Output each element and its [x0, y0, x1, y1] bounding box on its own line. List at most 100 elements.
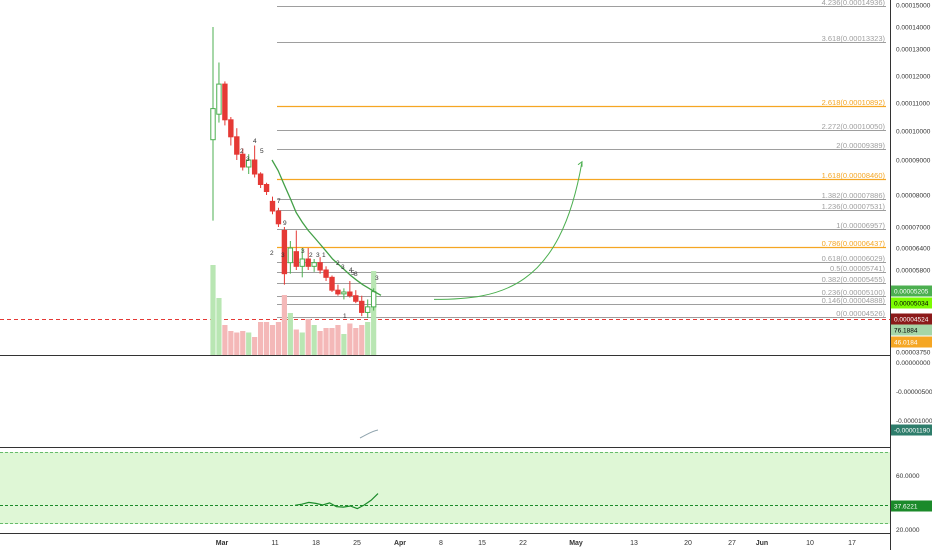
- price-tag-label: 46.0184: [894, 340, 918, 347]
- candle-body: [222, 83, 228, 121]
- volume-bar: [323, 328, 329, 355]
- price-axis-tick-label: 0.00009000: [896, 158, 931, 165]
- rsi-background: [0, 452, 890, 524]
- price-tag: [891, 297, 932, 309]
- oscillator-line: [359, 429, 379, 439]
- fib-level-label: 0.618(0.00006029): [822, 254, 886, 263]
- oscillator-axis-tick-label: -0.00000500: [896, 389, 932, 396]
- volume-bar: [365, 322, 371, 355]
- sequential-count: 3: [341, 264, 345, 271]
- sequential-count: 1: [322, 252, 326, 259]
- time-axis-tick-label: May: [569, 540, 583, 547]
- price-axis-tick-label: 0.00012000: [896, 74, 931, 81]
- time-axis-tick-label: 11: [271, 540, 278, 547]
- time-axis-tick-label: 8: [439, 540, 443, 547]
- price-axis-tick-label: 0.00014000: [896, 25, 931, 32]
- candle-body: [263, 184, 270, 192]
- oscillator-axis-tick-label: 0.00000000: [896, 360, 931, 367]
- time-axis-tick-label: 20: [684, 540, 692, 547]
- time-axis-tick-label: 10: [806, 540, 814, 547]
- rsi-value-tag: [891, 500, 932, 512]
- sequential-count: 1: [343, 313, 347, 320]
- time-axis-tick-label: 15: [478, 540, 486, 547]
- sequential-count: 5: [351, 270, 355, 277]
- candle-body: [359, 300, 365, 313]
- rsi-line: [294, 493, 379, 510]
- candle-body: [335, 289, 341, 295]
- candle-body: [329, 276, 335, 291]
- fib-level-label: 0.5(0.00005741): [830, 264, 886, 273]
- candle-body: [287, 247, 294, 264]
- sequential-count: 2: [309, 252, 313, 259]
- sequential-count: 3: [301, 248, 305, 255]
- sequential-count: 2: [270, 250, 274, 257]
- fib-level-label: 0.382(0.00005455): [822, 275, 886, 284]
- volume-bar: [240, 331, 246, 355]
- volume-bar: [347, 323, 353, 355]
- candle-body: [228, 119, 234, 138]
- volume-bar: [252, 337, 258, 355]
- fib-level-label: 4.236(0.00014936): [822, 0, 886, 7]
- fib-level-label: 1.236(0.00007531): [822, 202, 886, 211]
- rsi-axis-tick-label: 60.0000: [896, 473, 920, 480]
- candle-body: [299, 258, 305, 267]
- fib-level-label: 0.786(0.00006437): [822, 239, 886, 248]
- oscillator-axis-tick-label: -0.00001000: [896, 418, 932, 425]
- volume-bar: [275, 322, 282, 355]
- price-tag: [891, 336, 932, 348]
- candle-body: [269, 200, 276, 212]
- oscillator-value-tag: [891, 424, 932, 436]
- volume-bar: [269, 325, 276, 355]
- axis-frame: [0, 0, 891, 550]
- sequential-count: 2: [336, 260, 340, 267]
- volume-bar: [234, 332, 240, 355]
- time-axis-tick-label: Apr: [394, 540, 406, 547]
- time-axis-tick-label: 17: [848, 540, 856, 547]
- oscillator-value-tag-label: -0.00001190: [894, 428, 930, 435]
- fib-level-label: 1.382(0.00007886): [822, 191, 886, 200]
- rsi-value-tag-label: 37.6221: [894, 504, 918, 511]
- sequential-count: 3: [281, 252, 285, 259]
- candle-body: [246, 159, 252, 168]
- volume-bar: [341, 334, 347, 355]
- volume-bar: [210, 265, 216, 355]
- volume-bar: [311, 325, 317, 355]
- projection-arrowhead: [577, 160, 583, 167]
- sequential-count: 9: [283, 220, 287, 227]
- sequential-count: 4: [349, 267, 353, 274]
- price-axis-tick-label: 0.00007000: [896, 225, 931, 232]
- fib-level-label: 0(0.00004526): [836, 309, 885, 318]
- fib-level-label: 0.236(0.00005100): [822, 288, 886, 297]
- candle-body: [293, 251, 300, 267]
- fib-level-label: 2.272(0.00010050): [822, 122, 886, 131]
- fib-level-label: 2.618(0.00010892): [822, 98, 886, 107]
- time-axis-tick-label: 22: [519, 540, 527, 547]
- sequential-count: 3: [375, 275, 379, 282]
- candle-body: [341, 291, 347, 295]
- candle-body: [311, 262, 317, 267]
- volume-bar: [353, 328, 359, 355]
- price-axis-tick-label: 0.00006400: [896, 246, 931, 253]
- time-axis-tick-label: Mar: [216, 540, 229, 547]
- candle-body: [216, 83, 222, 115]
- candle-body: [210, 108, 216, 141]
- price-axis-tick-label: 0.00008000: [896, 193, 931, 200]
- candle-body: [281, 230, 288, 275]
- candle-body: [275, 210, 282, 225]
- price-axis-tick-label: 0.00005800: [896, 268, 931, 275]
- volume-bar: [371, 271, 377, 355]
- projection-curve: [433, 161, 583, 300]
- candle-body: [353, 295, 359, 302]
- price-axis-tick-label: 0.00010000: [896, 129, 931, 136]
- price-axis-tick-label: 0.00003750: [896, 350, 931, 357]
- volume-bar: [228, 331, 234, 355]
- volume-bar: [293, 329, 299, 355]
- candle-body: [305, 258, 311, 267]
- volume-bar: [329, 328, 335, 355]
- candle-body: [240, 153, 246, 168]
- rsi-axis-tick-label: 20.0000: [896, 527, 920, 534]
- candle-body: [347, 291, 353, 297]
- volume-bar: [222, 325, 228, 355]
- time-axis-tick-label: 27: [728, 540, 736, 547]
